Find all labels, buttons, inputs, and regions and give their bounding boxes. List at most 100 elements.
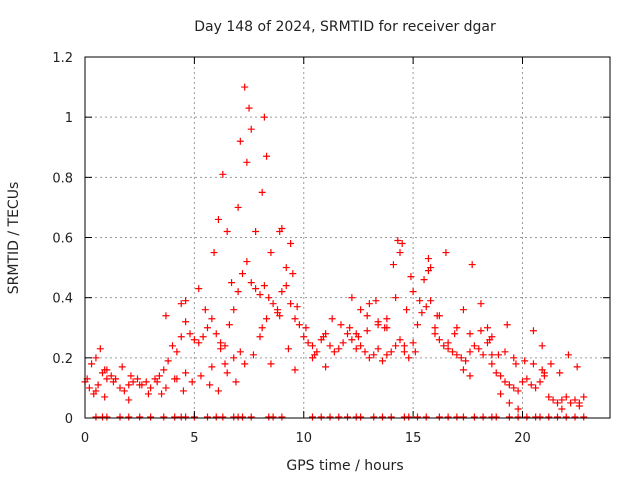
data-point <box>453 324 461 332</box>
data-point <box>282 264 290 272</box>
data-point <box>370 351 378 359</box>
data-point <box>453 351 461 359</box>
data-point <box>241 83 249 91</box>
data-point <box>554 399 561 407</box>
data-point <box>514 387 522 395</box>
data-point <box>422 413 430 421</box>
data-point <box>228 279 236 287</box>
data-point <box>182 413 190 421</box>
data-point <box>344 413 351 421</box>
data-point <box>497 390 505 398</box>
data-point <box>488 360 496 368</box>
data-point <box>335 345 343 353</box>
data-point <box>136 381 144 389</box>
data-point <box>223 369 231 377</box>
data-point <box>505 399 513 407</box>
data-point <box>470 342 478 350</box>
data-point <box>521 357 529 365</box>
data-point <box>125 413 133 421</box>
data-point <box>422 303 430 311</box>
data-point <box>107 372 115 380</box>
data-point <box>494 351 502 359</box>
data-point <box>357 413 365 421</box>
data-point <box>243 258 251 266</box>
data-point <box>536 413 544 421</box>
data-point <box>195 339 203 347</box>
data-point <box>101 393 109 401</box>
data-point <box>501 348 509 356</box>
data-point <box>291 366 299 374</box>
data-point <box>505 381 513 389</box>
x-tick-labels: 0 5 10 15 20 <box>81 431 531 446</box>
data-point <box>532 384 540 392</box>
data-point <box>160 366 168 374</box>
data-point <box>293 303 301 311</box>
data-point <box>392 342 400 350</box>
data-point <box>221 342 229 350</box>
data-point <box>573 363 581 371</box>
data-point <box>182 297 190 305</box>
data-point <box>571 413 579 421</box>
data-point <box>85 384 93 392</box>
data-point <box>435 336 443 344</box>
data-point <box>125 381 133 389</box>
data-point <box>236 137 244 145</box>
data-point <box>173 375 181 383</box>
data-point <box>468 261 476 269</box>
data-point <box>96 345 104 353</box>
data-point <box>370 413 378 421</box>
data-point <box>556 369 564 377</box>
data-point <box>239 413 246 421</box>
data-point <box>291 315 299 323</box>
data-point <box>357 342 365 350</box>
y-tick-label: 1 <box>65 111 73 126</box>
data-point <box>239 270 246 278</box>
data-point <box>562 413 570 421</box>
data-point <box>269 300 277 308</box>
data-point <box>195 285 203 293</box>
data-point <box>129 378 137 386</box>
data-point <box>505 413 513 421</box>
data-point <box>444 345 452 353</box>
data-point <box>118 363 126 371</box>
y-tick-label: 0.8 <box>52 171 73 186</box>
data-point <box>278 413 286 421</box>
data-point <box>427 264 435 272</box>
data-point <box>328 315 336 323</box>
data-point <box>330 348 338 356</box>
data-point <box>459 366 467 374</box>
data-point <box>470 413 478 421</box>
data-point <box>462 357 470 365</box>
data-point <box>103 375 111 383</box>
data-point <box>142 378 150 386</box>
data-point <box>263 152 271 160</box>
data-point <box>389 261 397 269</box>
data-point <box>127 372 135 380</box>
data-point <box>453 413 461 421</box>
data-point <box>512 360 520 368</box>
data-point <box>164 357 172 365</box>
data-point <box>269 413 277 421</box>
chart-title: Day 148 of 2024, SRMTID for receiver dga… <box>194 19 496 35</box>
data-point <box>92 354 100 362</box>
data-point <box>337 321 345 329</box>
data-point <box>219 413 227 421</box>
data-point <box>247 125 255 133</box>
data-point <box>348 294 356 302</box>
y-tick-label: 0.4 <box>52 292 73 307</box>
data-point <box>409 288 417 296</box>
data-point <box>214 215 222 223</box>
data-point <box>431 330 439 338</box>
data-point <box>420 276 428 284</box>
data-point <box>477 327 485 335</box>
data-point <box>580 413 588 421</box>
data-point <box>545 413 553 421</box>
data-point <box>392 294 400 302</box>
data-point <box>309 354 316 362</box>
data-point <box>365 354 373 362</box>
data-point <box>267 360 275 368</box>
y-axis-label: SRMTID / TECUs <box>6 182 22 295</box>
data-point <box>558 396 566 404</box>
x-tick-label: 5 <box>190 431 198 446</box>
data-point <box>289 270 297 278</box>
